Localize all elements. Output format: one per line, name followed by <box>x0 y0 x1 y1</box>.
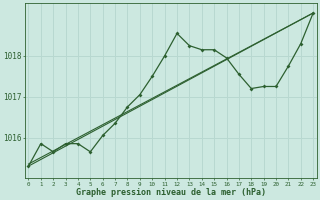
X-axis label: Graphe pression niveau de la mer (hPa): Graphe pression niveau de la mer (hPa) <box>76 188 266 197</box>
